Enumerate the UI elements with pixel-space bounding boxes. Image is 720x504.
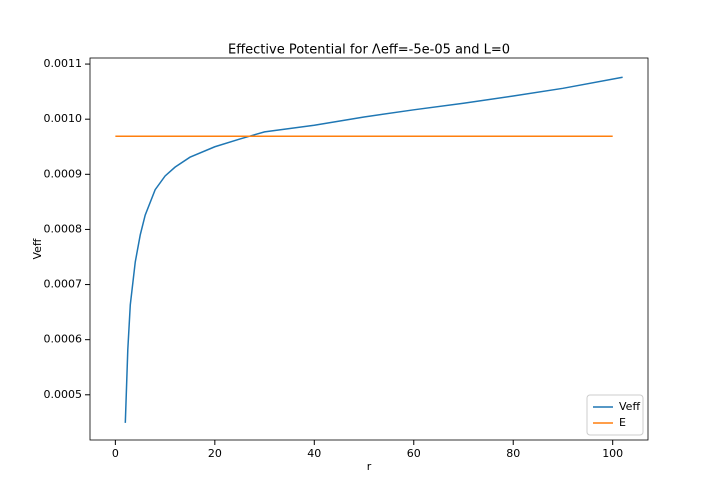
y-tick-label: 0.0008 [44, 222, 83, 235]
y-tick-label: 0.0005 [44, 388, 83, 401]
plot-frame [89, 57, 649, 441]
y-tick-label: 0.0006 [44, 333, 83, 346]
x-tick-label: 80 [506, 447, 520, 460]
y-tick-label: 0.0010 [44, 112, 83, 125]
x-tick-label: 0 [112, 447, 119, 460]
x-tick-label: 100 [602, 447, 623, 460]
legend-label: E [619, 416, 626, 429]
x-axis-label: r [367, 460, 372, 473]
legend-label: Veff [619, 400, 640, 413]
x-tick-label: 40 [307, 447, 321, 460]
legend-box [586, 394, 644, 436]
x-tick-label: 20 [208, 447, 222, 460]
chart-title: Effective Potential for Λeff=-5e-05 and … [228, 43, 510, 58]
y-tick-label: 0.0007 [44, 278, 83, 291]
y-tick-label: 0.0009 [44, 167, 83, 180]
x-tick-label: 60 [407, 447, 421, 460]
series-line [124, 76, 623, 423]
y-tick-label: 0.0011 [44, 57, 83, 70]
y-axis-label: Veff [31, 238, 44, 259]
